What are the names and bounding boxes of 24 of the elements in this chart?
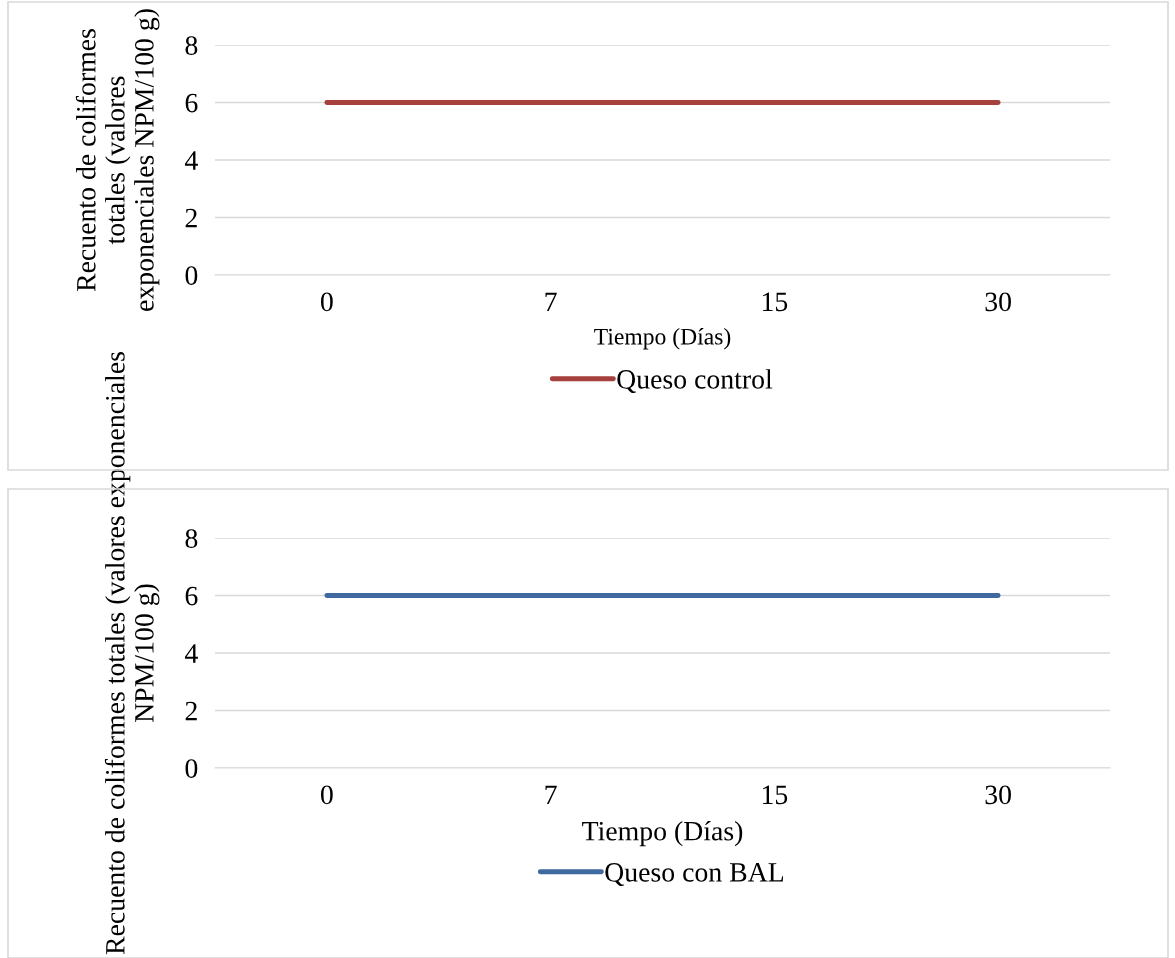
y-tick-label: 2	[185, 701, 197, 721]
x-tick-label: 7	[545, 292, 557, 311]
y-tick-label: 8	[185, 529, 198, 548]
x-tick-label: 30	[985, 785, 1011, 805]
y-tick-label: 0	[185, 759, 198, 778]
y-tick-label: 6	[185, 93, 198, 113]
x-axis-title: Tiempo (Días)	[594, 327, 731, 350]
y-tick-label: 8	[185, 36, 198, 55]
x-tick-label: 0	[320, 785, 333, 805]
x-tick-label: 0	[320, 292, 333, 312]
x-axis-title: Tiempo (Días)	[582, 820, 743, 847]
y-tick-label: 0	[185, 266, 198, 285]
x-tick-label: 15	[762, 785, 788, 805]
y-tick-label: 6	[185, 586, 198, 606]
legend-label: Queso con BAL	[605, 863, 784, 886]
y-axis-title: Recuento de coliformes totales (valores exponenciales NPM/100 g)	[75, 9, 160, 311]
x-tick-label: 15	[762, 292, 788, 312]
x-tick-label: 7	[545, 785, 557, 804]
y-tick-label: 4	[184, 644, 198, 663]
y-tick-label: 4	[184, 151, 198, 170]
y-axis-title: Recuento de coliformes totales (valores exponenciales NPM/100 g)	[104, 352, 160, 955]
y-tick-label: 2	[185, 208, 197, 228]
x-tick-label: 30	[985, 292, 1011, 312]
legend-label: Queso control	[617, 369, 773, 393]
